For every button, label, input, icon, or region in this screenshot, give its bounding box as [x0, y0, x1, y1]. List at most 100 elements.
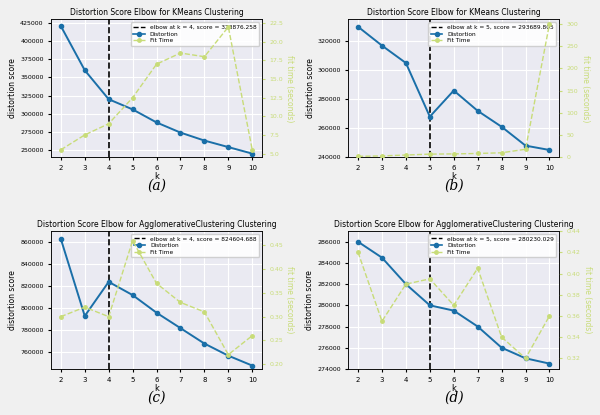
Y-axis label: fit time (seconds): fit time (seconds): [583, 266, 592, 334]
Fit Time: [81, 132, 88, 137]
Fit Time: [225, 24, 232, 29]
Distortion: [129, 107, 136, 112]
Fit Time: [177, 51, 184, 56]
Fit Time: [450, 151, 457, 156]
Fit Time: [129, 95, 136, 100]
Fit Time: [153, 281, 160, 286]
Line: Fit Time: Fit Time: [59, 239, 254, 356]
Fit Time: [498, 334, 505, 339]
Distortion: [498, 124, 505, 129]
Distortion: [546, 361, 553, 366]
Fit Time: [248, 333, 256, 338]
Line: Fit Time: Fit Time: [356, 22, 551, 158]
Fit Time: [546, 313, 553, 318]
X-axis label: k: k: [451, 384, 456, 393]
Text: (b): (b): [444, 179, 464, 193]
Distortion: [474, 108, 481, 113]
Fit Time: [225, 352, 232, 357]
Legend: elbow at k = 4, score = 323876.258, Distortion, Fit Time: elbow at k = 4, score = 323876.258, Dist…: [131, 22, 259, 46]
X-axis label: k: k: [154, 384, 159, 393]
Fit Time: [498, 150, 505, 155]
Line: Fit Time: Fit Time: [59, 25, 254, 151]
Line: Distortion: Distortion: [356, 240, 551, 366]
Title: Distortion Score Elbow for KMeans Clustering: Distortion Score Elbow for KMeans Cluste…: [367, 8, 541, 17]
Legend: elbow at k = 5, score = 293689.805, Distortion, Fit Time: elbow at k = 5, score = 293689.805, Dist…: [428, 22, 556, 46]
Y-axis label: fit time (seconds): fit time (seconds): [286, 55, 295, 122]
Fit Time: [474, 266, 481, 271]
Distortion: [379, 255, 386, 260]
Y-axis label: fit time (seconds): fit time (seconds): [286, 266, 295, 334]
Distortion: [153, 120, 160, 125]
Fit Time: [81, 305, 88, 310]
Fit Time: [522, 356, 529, 361]
Distortion: [403, 61, 410, 66]
Fit Time: [355, 250, 362, 255]
Fit Time: [57, 314, 64, 319]
Text: (d): (d): [444, 391, 464, 405]
Fit Time: [201, 310, 208, 315]
Fit Time: [153, 62, 160, 67]
Fit Time: [355, 154, 362, 159]
Fit Time: [379, 154, 386, 159]
Distortion: [81, 313, 88, 318]
Distortion: [355, 24, 362, 29]
Line: Distortion: Distortion: [59, 24, 254, 156]
Distortion: [474, 324, 481, 329]
Distortion: [57, 24, 64, 29]
Distortion: [522, 356, 529, 361]
Distortion: [450, 88, 457, 93]
Legend: elbow at k = 5, score = 280230.029, Distortion, Fit Time: elbow at k = 5, score = 280230.029, Dist…: [428, 234, 556, 257]
Title: Distortion Score Elbow for AgglomerativeClustering Clustering: Distortion Score Elbow for Agglomerative…: [334, 220, 574, 229]
Fit Time: [522, 147, 529, 152]
Fit Time: [105, 314, 112, 319]
Legend: elbow at k = 4, score = 824604.688, Distortion, Fit Time: elbow at k = 4, score = 824604.688, Dist…: [131, 234, 259, 257]
Y-axis label: fit time (seconds): fit time (seconds): [581, 55, 590, 122]
Distortion: [81, 68, 88, 73]
Distortion: [225, 353, 232, 358]
Fit Time: [177, 300, 184, 305]
Fit Time: [450, 303, 457, 308]
Fit Time: [474, 151, 481, 156]
Distortion: [426, 114, 433, 119]
Fit Time: [403, 153, 410, 158]
Title: Distortion Score Elbow for AgglomerativeClustering Clustering: Distortion Score Elbow for Agglomerative…: [37, 220, 277, 229]
Distortion: [403, 282, 410, 287]
Distortion: [177, 130, 184, 135]
Text: (c): (c): [147, 391, 166, 405]
Fit Time: [129, 238, 136, 243]
Distortion: [248, 363, 256, 368]
Title: Distortion Score Elbow for KMeans Clustering: Distortion Score Elbow for KMeans Cluste…: [70, 8, 244, 17]
Y-axis label: distortion score: distortion score: [305, 270, 314, 330]
Distortion: [177, 326, 184, 331]
Line: Distortion: Distortion: [356, 24, 551, 152]
Y-axis label: distortion score: distortion score: [305, 59, 314, 118]
Distortion: [498, 345, 505, 350]
Distortion: [379, 43, 386, 48]
Distortion: [450, 308, 457, 313]
Fit Time: [57, 147, 64, 152]
Fit Time: [248, 147, 256, 152]
Line: Distortion: Distortion: [59, 237, 254, 368]
Fit Time: [105, 121, 112, 126]
Fit Time: [201, 54, 208, 59]
Y-axis label: distortion score: distortion score: [8, 270, 17, 330]
X-axis label: k: k: [154, 172, 159, 181]
Fit Time: [546, 22, 553, 27]
Distortion: [201, 341, 208, 346]
Fit Time: [379, 319, 386, 324]
Distortion: [57, 237, 64, 242]
Distortion: [105, 97, 112, 102]
Distortion: [201, 138, 208, 143]
Distortion: [546, 147, 553, 152]
Distortion: [153, 310, 160, 315]
Distortion: [105, 279, 112, 284]
Fit Time: [403, 282, 410, 287]
Y-axis label: distortion score: distortion score: [8, 59, 17, 118]
Distortion: [355, 239, 362, 244]
Distortion: [248, 151, 256, 156]
Text: (a): (a): [147, 179, 166, 193]
Distortion: [225, 144, 232, 149]
Distortion: [129, 293, 136, 298]
Fit Time: [426, 151, 433, 156]
X-axis label: k: k: [451, 172, 456, 181]
